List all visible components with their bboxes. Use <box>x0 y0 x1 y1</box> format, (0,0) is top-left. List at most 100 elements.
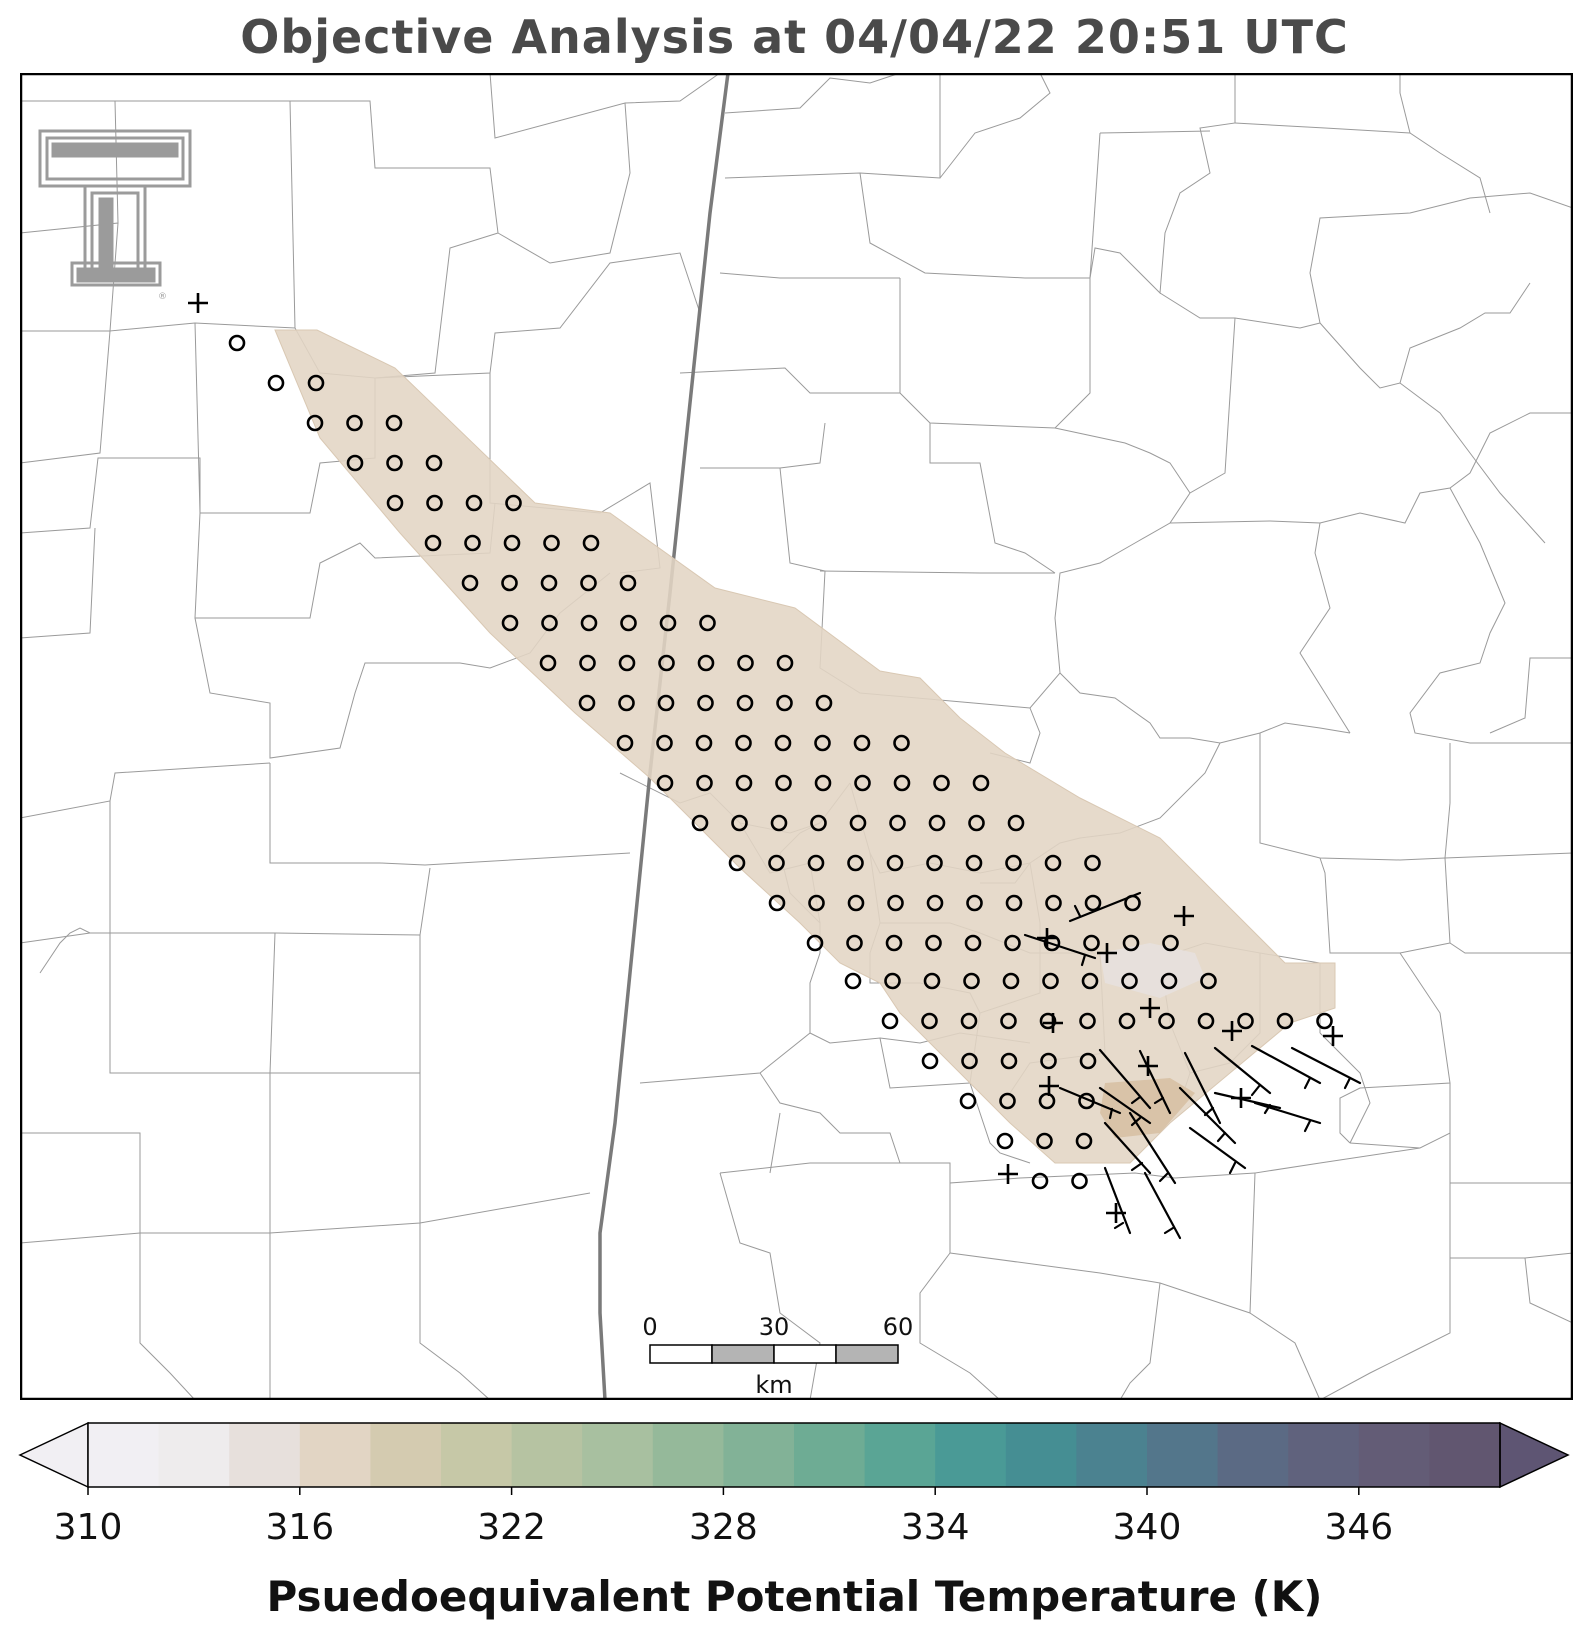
station-calm-marker <box>425 454 443 472</box>
station-calm-marker <box>501 614 519 632</box>
station-calm-marker <box>959 1092 977 1110</box>
colorbar-cell <box>1005 1423 1077 1487</box>
station-calm-marker <box>1036 1132 1053 1150</box>
station-calm-marker <box>814 774 832 792</box>
wind-barb-flag <box>1250 1083 1262 1097</box>
station-calm-marker <box>346 454 364 472</box>
station-calm-marker <box>657 694 675 712</box>
station-missing-marker <box>1037 928 1057 948</box>
wind-barb-staff <box>1103 1121 1152 1175</box>
station-missing-marker <box>1140 998 1160 1018</box>
scale-unit: km <box>755 1371 792 1399</box>
station-calm-marker <box>1040 1052 1057 1070</box>
station-calm-marker <box>1042 972 1059 990</box>
station-calm-marker <box>501 574 518 592</box>
wind-barb-flag <box>1130 1161 1144 1172</box>
station-calm-marker <box>619 574 637 592</box>
station-calm-marker <box>768 854 785 872</box>
wind-barb-staff <box>1023 933 1097 960</box>
station-calm-marker <box>926 854 943 872</box>
colorbar-tick-label: 316 <box>265 1507 334 1548</box>
colorbar-cell <box>88 1423 160 1487</box>
station-missing-marker <box>1174 906 1194 926</box>
colorbar-label: Psuedoequivalent Potential Temperature (… <box>266 1572 1323 1621</box>
wind-barb-flag <box>1216 1131 1227 1143</box>
station-calm-marker <box>1316 1012 1333 1030</box>
station-missing-marker <box>998 1164 1018 1184</box>
station-calm-marker <box>385 414 403 432</box>
station-calm-marker <box>847 894 865 912</box>
station-calm-marker <box>659 614 677 632</box>
scale-tick-0: 0 <box>642 1313 657 1341</box>
station-calm-marker <box>854 774 871 792</box>
colorbar-cell <box>1288 1423 1360 1487</box>
station-calm-marker <box>620 614 637 632</box>
station-calm-marker <box>847 854 864 872</box>
station-calm-marker <box>1200 972 1217 990</box>
station-calm-marker <box>886 854 904 872</box>
station-calm-marker <box>1084 854 1101 872</box>
station-calm-marker <box>815 694 833 712</box>
station-missing-marker <box>1323 1026 1343 1046</box>
colorbar-cell <box>299 1423 371 1487</box>
station-calm-marker <box>539 654 557 672</box>
station-calm-marker <box>1081 972 1099 990</box>
station-calm-marker <box>961 1052 978 1070</box>
colorbar-cell <box>441 1423 513 1487</box>
station-calm-marker <box>1121 972 1138 990</box>
station-missing-marker <box>188 293 208 313</box>
station-calm-marker <box>228 334 246 352</box>
station-calm-marker <box>386 494 404 512</box>
station-calm-marker <box>1160 972 1178 990</box>
wind-barb-flag <box>1163 1226 1175 1235</box>
station-calm-marker <box>697 694 714 712</box>
colorbar-cell <box>511 1423 583 1487</box>
station-calm-marker <box>541 614 558 632</box>
map-panel: ® 0 30 60 km <box>20 73 1573 1400</box>
station-calm-marker <box>696 774 713 792</box>
wind-barb-staff <box>1058 1086 1122 1115</box>
station-calm-marker <box>1237 1012 1254 1030</box>
wind-barb-staff <box>1128 1111 1177 1185</box>
station-missing-marker <box>1097 943 1117 963</box>
station-calm-marker <box>580 574 597 592</box>
station-calm-marker <box>505 494 522 512</box>
station-calm-marker <box>503 534 521 552</box>
station-calm-marker <box>580 614 598 632</box>
station-missing-marker <box>1222 1021 1242 1041</box>
station-calm-marker <box>921 1012 938 1030</box>
texas-tech-double-t-logo: ® <box>38 129 192 302</box>
station-calm-marker <box>887 894 904 912</box>
station-calm-marker <box>1039 1012 1057 1030</box>
station-calm-marker <box>926 894 944 912</box>
colorbar-cell <box>935 1423 1007 1487</box>
colorbar: 310 316 322 328 334 340 346 <box>18 1421 1570 1548</box>
wind-barb-flag <box>1153 1096 1165 1105</box>
station-calm-marker <box>996 1132 1014 1150</box>
station-calm-marker <box>464 534 481 552</box>
wind-barb-staff <box>1098 1048 1152 1110</box>
wind-barb-flag <box>1228 1161 1237 1175</box>
wind-barb-flag <box>1130 1095 1142 1105</box>
state-boundary <box>598 73 730 1400</box>
station-calm-marker <box>465 494 483 512</box>
wind-barb-flag <box>1303 1076 1312 1090</box>
station-calm-marker <box>1044 854 1062 872</box>
station-calm-marker <box>658 654 675 672</box>
station-calm-marker <box>1007 814 1025 832</box>
wind-barb-staff <box>1103 1166 1132 1235</box>
station-calm-marker <box>846 934 863 952</box>
station-calm-marker <box>1000 1012 1017 1030</box>
wind-barb-staff <box>1250 1044 1322 1085</box>
station-missing-marker <box>1039 1076 1059 1096</box>
station-calm-marker <box>768 894 786 912</box>
station-calm-marker <box>735 774 753 792</box>
wind-barb-flag <box>1158 1171 1170 1183</box>
station-calm-marker <box>1162 934 1179 952</box>
station-calm-marker <box>1122 934 1140 952</box>
station-calm-marker <box>928 814 946 832</box>
colorbar-cell <box>370 1423 442 1487</box>
wind-barb-staff <box>1098 1086 1152 1125</box>
colorbar-cell <box>864 1423 936 1487</box>
wind-barb-staff <box>1178 1086 1237 1145</box>
